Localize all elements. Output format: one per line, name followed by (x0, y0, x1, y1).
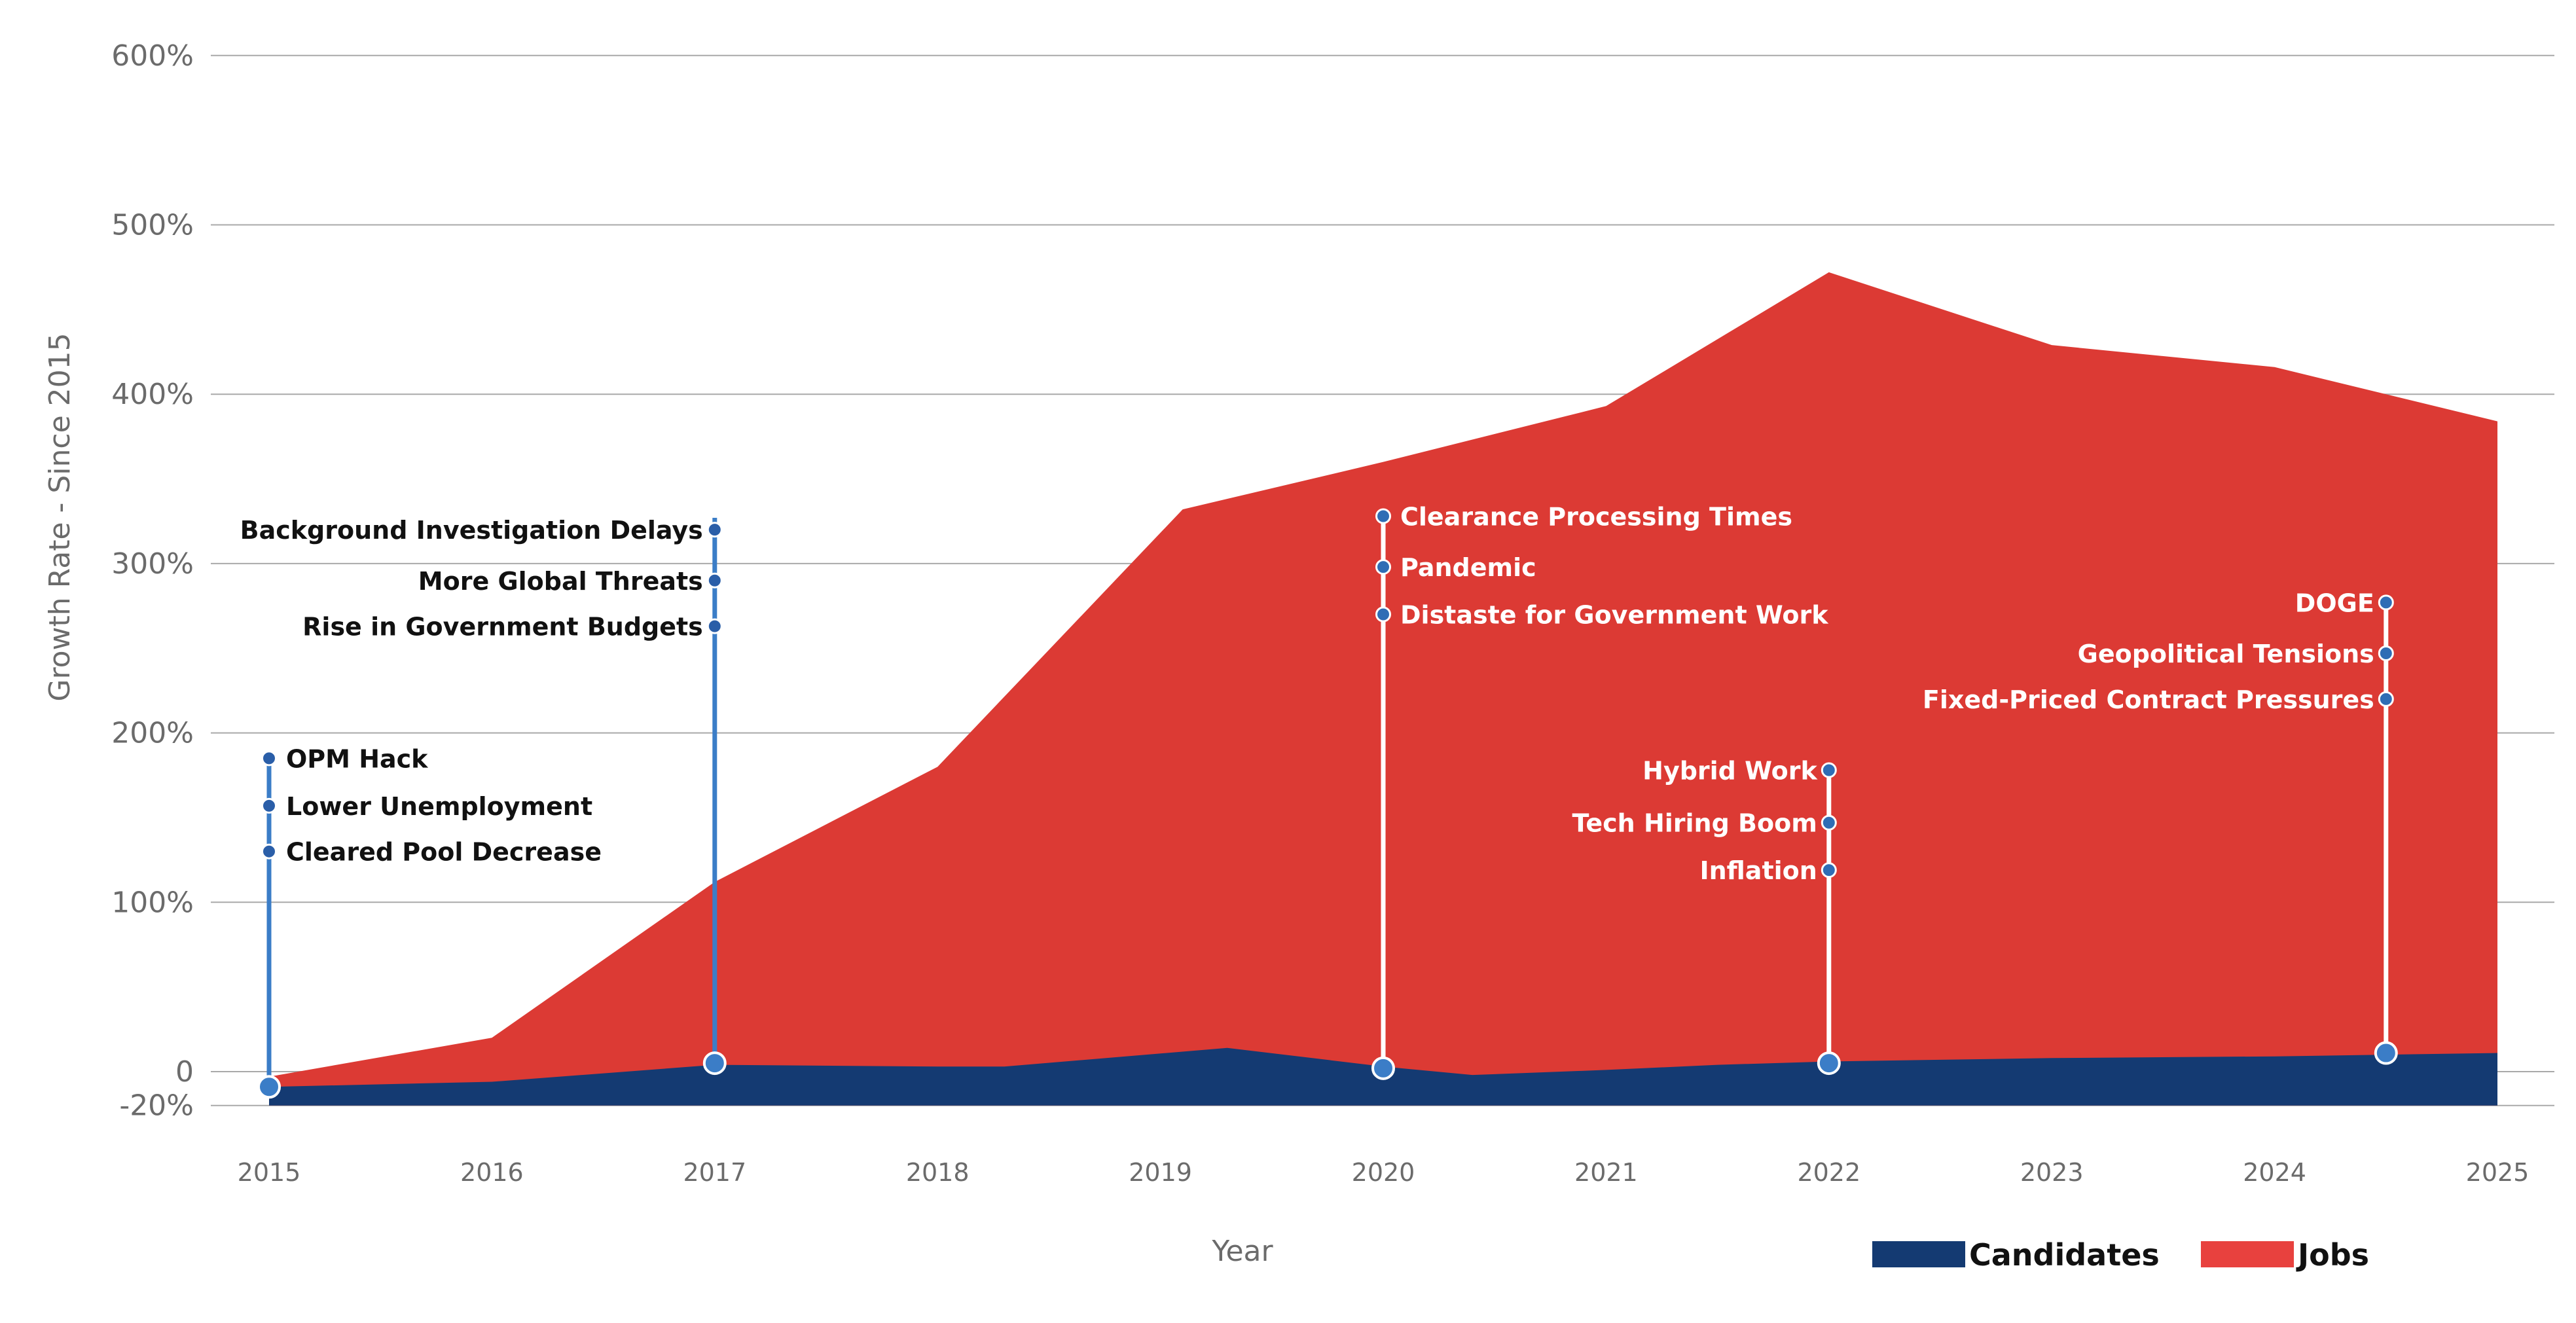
annotation-marker (1375, 508, 1391, 524)
x-tick-label: 2015 (238, 1158, 301, 1187)
x-tick-label: 2017 (683, 1158, 746, 1187)
annotation-marker (2378, 645, 2394, 662)
annotation-group: OPM Hack Lower Unemployment Cleared Pool D… (257, 744, 602, 1099)
annotation-marker (1821, 814, 1837, 831)
y-tick-label: 300% (111, 547, 194, 581)
annotation-base-marker (1817, 1051, 1841, 1076)
x-axis-ticks: 2015 2016 2017 2018 2019 2020 2021 2022 2023 2024… (238, 1158, 2530, 1187)
annotation-label: Inflation (1699, 856, 1817, 885)
annotation-marker (1375, 606, 1391, 623)
y-tick-label: -20% (119, 1089, 194, 1123)
legend-label-jobs: Jobs (2296, 1237, 2369, 1273)
annotation-label: Geopolitical Tensions (2078, 640, 2374, 668)
x-tick-label: 2024 (2243, 1158, 2306, 1187)
y-tick-label: 600% (111, 39, 194, 73)
annotation-label: OPM Hack (286, 744, 428, 773)
annotation-group: Background Investigation Delays More Glob… (240, 516, 727, 1076)
annotation-label: DOGE (2295, 589, 2374, 617)
annotation-marker (261, 843, 277, 860)
y-tick-label: 200% (111, 717, 194, 750)
annotation-group: DOGE Geopolitical Tensions Fixed-Priced Co… (1923, 589, 2398, 1065)
y-tick-label: 0 (175, 1055, 194, 1089)
annotation-group: Hybrid Work Tech Hiring Boom Inflation (1572, 757, 1841, 1076)
annotation-label: Rise in Government Budgets (302, 613, 703, 642)
y-axis-ticks: -20%0 100% 200% 300% 400% 500% 600% (111, 39, 194, 1123)
x-tick-label: 2016 (460, 1158, 524, 1187)
x-tick-label: 2025 (2466, 1158, 2530, 1187)
annotation-marker (1375, 559, 1391, 575)
y-axis-label: Growth Rate - Since 2015 (43, 333, 77, 701)
annotation-marker (2378, 594, 2394, 611)
annotation-base-marker (2374, 1041, 2398, 1065)
legend-label-candidates: Candidates (1969, 1237, 2160, 1273)
x-tick-label: 2022 (1797, 1158, 1860, 1187)
x-tick-label: 2023 (2020, 1158, 2084, 1187)
annotation-marker (261, 797, 277, 814)
x-tick-label: 2019 (1129, 1158, 1192, 1187)
annotation-label: Pandemic (1400, 553, 1536, 582)
annotation-label: Lower Unemployment (286, 792, 592, 821)
annotation-label: Cleared Pool Decrease (286, 838, 602, 867)
y-tick-label: 100% (111, 886, 194, 919)
annotation-label: More Global Threats (418, 567, 703, 596)
annotation-marker (261, 750, 277, 767)
annotation-base-marker (1371, 1056, 1395, 1080)
annotation-label: Hybrid Work (1642, 757, 1817, 786)
y-tick-label: 500% (111, 209, 194, 242)
annotation-label: Clearance Processing Times (1400, 502, 1792, 531)
annotation-marker (706, 522, 723, 538)
annotation-label: Fixed-Priced Contract Pressures (1923, 685, 2374, 714)
x-tick-label: 2021 (1574, 1158, 1638, 1187)
annotation-label: Background Investigation Delays (240, 516, 703, 545)
annotation-marker (1821, 862, 1837, 879)
legend: Candidates Jobs (1872, 1237, 2369, 1273)
legend-swatch-jobs (2201, 1241, 2294, 1267)
annotation-marker (1821, 762, 1837, 778)
annotation-marker (2378, 691, 2394, 707)
annotation-label: Distaste for Government Work (1400, 601, 1828, 630)
y-tick-label: 400% (111, 378, 194, 411)
annotation-label: Tech Hiring Boom (1572, 809, 1817, 838)
x-tick-label: 2020 (1352, 1158, 1415, 1187)
annotations: OPM Hack Lower Unemployment Cleared Pool D… (240, 502, 2398, 1099)
annotation-base-marker (702, 1051, 727, 1076)
x-tick-label: 2018 (906, 1158, 970, 1187)
annotation-marker (706, 572, 723, 589)
annotation-group: Clearance Processing Times Pandemic Distas… (1371, 502, 1828, 1080)
x-axis-label: Year (1211, 1235, 1273, 1268)
annotation-base-marker (257, 1075, 281, 1099)
annotation-marker (706, 618, 723, 634)
legend-swatch-candidates (1872, 1241, 1965, 1267)
